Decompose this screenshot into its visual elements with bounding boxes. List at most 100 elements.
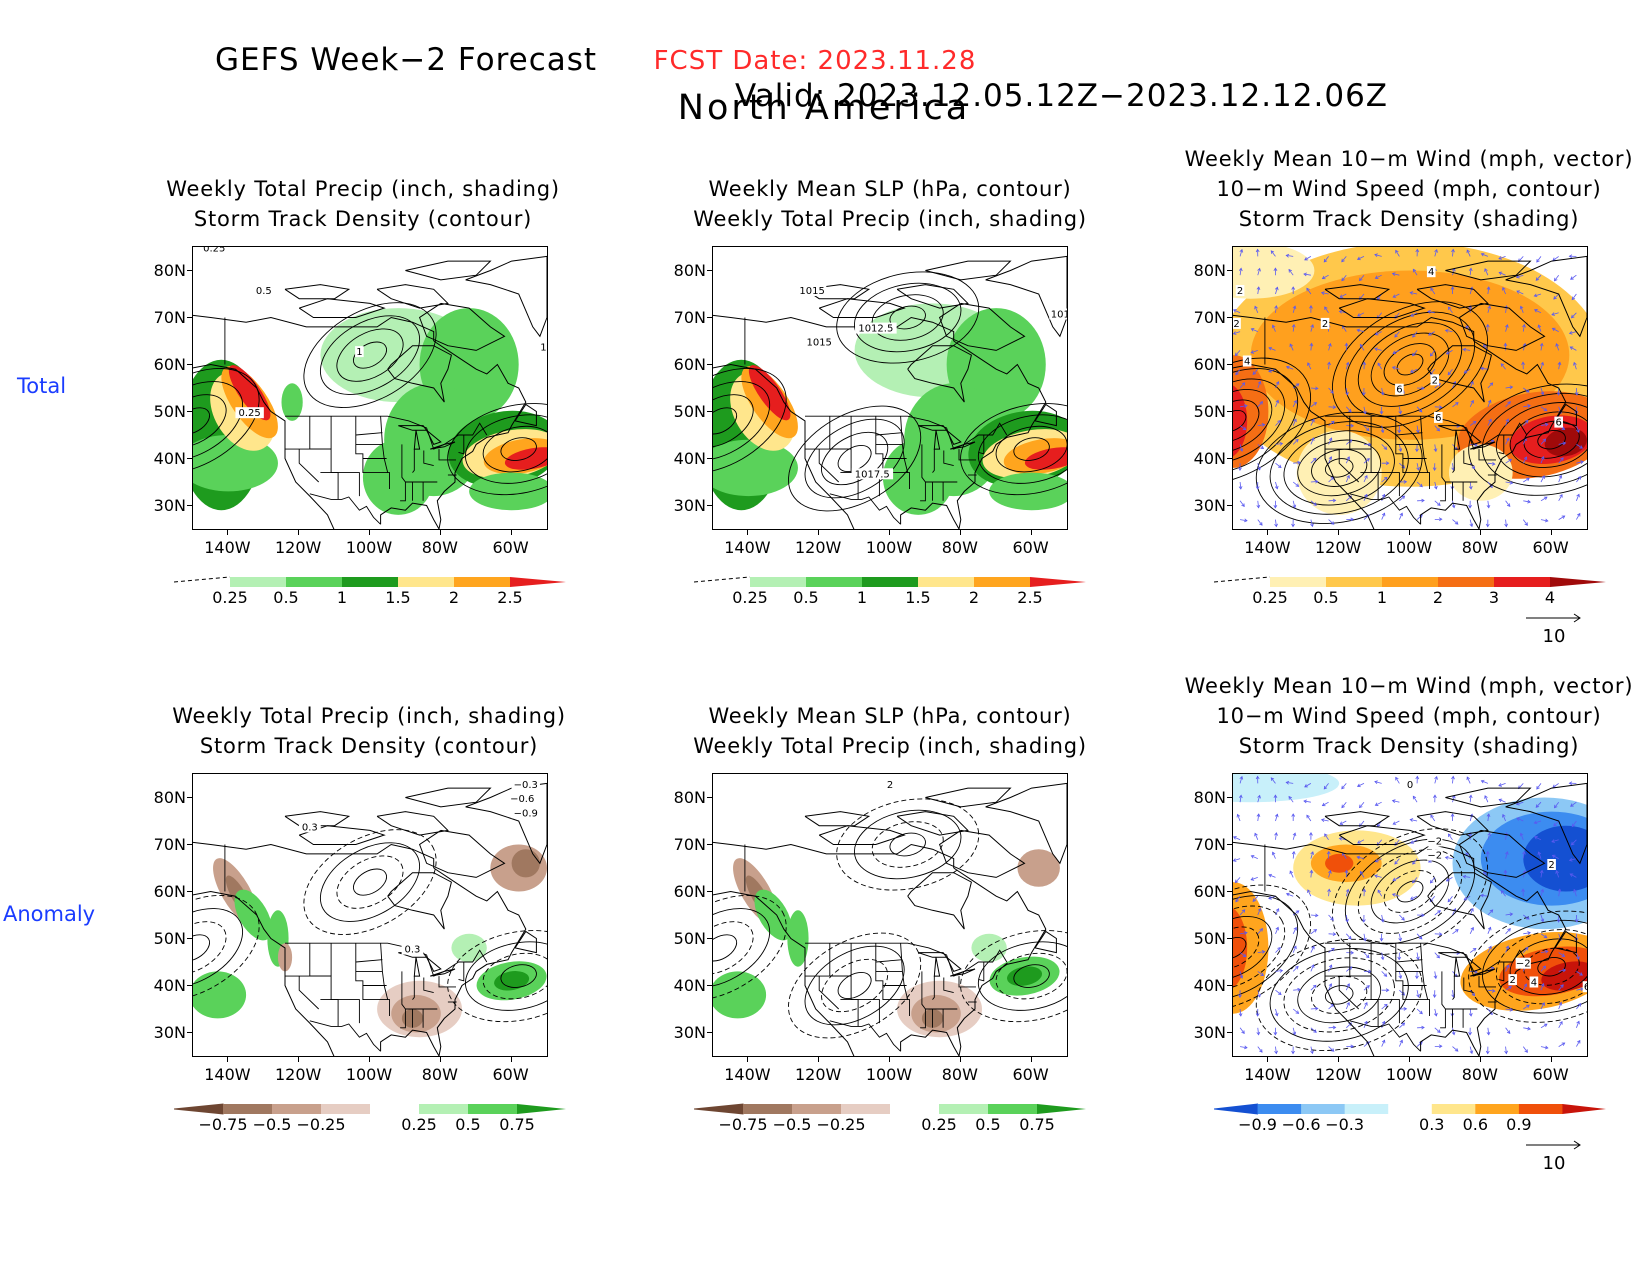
shading-region <box>469 472 547 511</box>
colorbar-label: 2 <box>448 588 460 607</box>
lon-tick-label: 120W <box>275 538 322 557</box>
lon-tick <box>889 530 890 535</box>
colorbar <box>173 574 566 588</box>
contour-label: −0.6 <box>510 794 534 805</box>
contour-label: 0.3 <box>405 945 421 956</box>
lon-tick-label: 120W <box>275 1065 322 1084</box>
lon-tick <box>818 1057 820 1062</box>
colorbar <box>173 1101 566 1115</box>
lat-tick-label: 70N <box>673 834 706 854</box>
colorbar <box>693 574 1086 588</box>
lon-tick-label: 100W <box>345 538 393 557</box>
panel-title-line: 10−m Wind Speed (mph, contour) <box>1216 704 1602 728</box>
panel-title: Weekly Mean 10−m Wind (mph, vector) 10−m … <box>1149 671 1650 761</box>
panel-title-line: Storm Track Density (shading) <box>1238 734 1580 758</box>
coastlines <box>713 782 1067 1056</box>
lon-tick <box>298 530 300 535</box>
contour-label: 6 <box>1584 982 1587 993</box>
lon-tick-label: 120W <box>795 1065 842 1084</box>
lon-tick-label: 80W <box>941 538 978 557</box>
lat-tick-label: 60N <box>153 354 186 374</box>
lat-tick <box>187 410 192 412</box>
contour-label: 4 <box>1428 267 1434 278</box>
contour-label: 1 <box>356 347 362 358</box>
lon-tick-label: 80W <box>421 538 458 557</box>
lon-tick <box>818 530 820 535</box>
lon-tick <box>510 1057 512 1062</box>
colorbar-label: −0.9 <box>1238 1115 1277 1134</box>
colorbar-label: −0.5 <box>252 1115 292 1134</box>
lon-tick <box>1409 1057 1410 1062</box>
lat-tick-label: 40N <box>673 448 706 468</box>
lat-tick-label: 70N <box>153 307 186 327</box>
row-label-anomaly: Anomaly <box>3 902 96 926</box>
panel-title-line: Weekly Mean SLP (hPa, contour) <box>708 177 1072 201</box>
vector-reference-arrow <box>1524 1137 1584 1151</box>
lat-tick-label: 50N <box>673 928 706 948</box>
lat-tick <box>187 269 192 271</box>
lon-tick <box>747 530 749 535</box>
colorbar-label: −0.5 <box>772 1115 812 1134</box>
lon-tick-label: 100W <box>345 1065 393 1084</box>
lat-tick-label: 60N <box>1193 354 1226 374</box>
map-anom-precip: −0.3 −0.6 −0.9 0.3 0.3 <box>192 773 548 1057</box>
contour-label: 1017.5 <box>855 469 890 480</box>
panel-title: Weekly Total Precip (inch, shading) Storm… <box>103 174 623 234</box>
lat-tick-label: 50N <box>153 928 186 948</box>
vector-reference-label: 10 <box>1542 1153 1566 1174</box>
shading-region <box>234 889 272 941</box>
colorbar-label: 0.25 <box>732 588 768 607</box>
lat-tick-label: 40N <box>1193 975 1226 995</box>
lat-tick <box>707 316 712 318</box>
lon-tick-label: 80W <box>1461 1065 1498 1084</box>
contour-label: −0.3 <box>514 780 538 791</box>
lat-tick <box>187 796 192 798</box>
panel-title: Weekly Mean 10−m Wind (mph, vector) 10−m … <box>1149 144 1650 234</box>
lat-tick <box>187 843 192 845</box>
lon-tick-label: 60W <box>492 1065 529 1084</box>
coastlines <box>193 782 547 1056</box>
lat-tick-label: 60N <box>153 881 186 901</box>
contour-label: 1015 <box>799 286 824 297</box>
main-title: GEFS Week−2 Forecast Valid: 2023.12.05.1… <box>0 6 1650 114</box>
contour-label: 1015 <box>806 338 831 349</box>
shading-region <box>1233 247 1315 299</box>
contour-label: 2 <box>1322 319 1328 330</box>
contour-label: −2 <box>1516 959 1531 970</box>
lat-tick <box>1227 316 1232 318</box>
shading-region <box>1448 444 1513 501</box>
colorbar-label: −0.75 <box>198 1115 248 1134</box>
lat-tick <box>707 890 712 892</box>
lon-tick <box>1479 530 1481 535</box>
shading-region <box>1024 447 1067 470</box>
lon-tick-label: 140W <box>204 538 251 557</box>
wind-vectors <box>1233 248 1584 528</box>
lat-tick-label: 40N <box>153 448 186 468</box>
panel-title-line: Weekly Total Precip (inch, shading) <box>172 704 566 728</box>
lat-tick <box>707 269 712 271</box>
lat-tick-label: 30N <box>673 1022 706 1042</box>
panel-title-line: Weekly Mean 10−m Wind (mph, vector) <box>1184 674 1634 698</box>
contour-label: 1012.5 <box>858 324 893 335</box>
shading-region <box>1233 774 1340 803</box>
lon-tick-label: 140W <box>204 1065 251 1084</box>
lon-tick <box>227 1057 229 1062</box>
contour-label: 2 <box>1509 975 1515 986</box>
shading-region <box>504 447 547 470</box>
contour-label: 0 <box>1407 780 1413 791</box>
panel-title-line: Weekly Total Precip (inch, shading) <box>693 734 1087 758</box>
shading-region <box>193 971 247 1019</box>
row-label-total: Total <box>17 374 67 398</box>
contour-lines <box>193 302 547 496</box>
contour-label: 0.3 <box>302 822 318 833</box>
lat-tick <box>1227 1031 1232 1033</box>
shading-region <box>1233 385 1248 457</box>
lon-tick <box>439 530 441 535</box>
lat-tick <box>1227 363 1232 365</box>
colorbar-label: 0.5 <box>975 1115 1001 1134</box>
lon-tick-label: 60W <box>1012 1065 1049 1084</box>
colorbar <box>1213 574 1606 588</box>
lon-tick-label: 120W <box>1315 538 1362 557</box>
contour-label: 0.5 <box>256 286 272 297</box>
lat-tick <box>1227 410 1232 412</box>
